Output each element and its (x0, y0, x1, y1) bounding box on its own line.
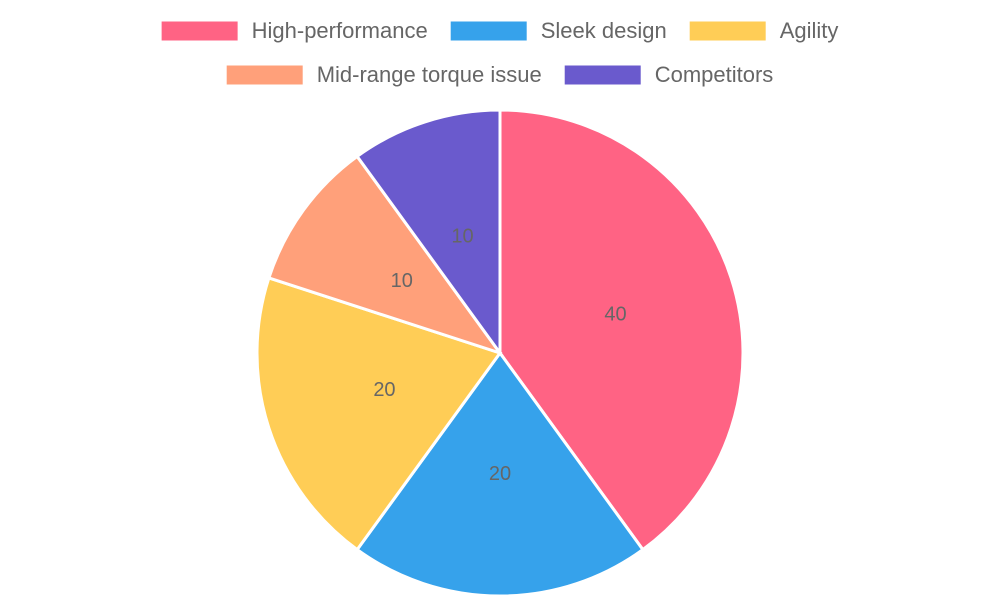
pie: 40 20 20 10 10 (255, 108, 745, 598)
legend: High-performance Sleek design Agility Mid-r… (161, 18, 839, 87)
pie-slice[interactable] (355, 350, 645, 598)
legend-swatch (450, 21, 527, 41)
legend-label: Sleek design (541, 18, 667, 43)
pie-slice[interactable] (267, 154, 504, 356)
legend-label: Mid-range torque issue (317, 62, 542, 87)
legend-swatch (161, 21, 238, 41)
legend-item[interactable]: Mid-range torque issue (226, 62, 542, 87)
legend-label: High-performance (252, 18, 428, 43)
data-label: 40 (604, 304, 626, 326)
data-label: 20 (373, 379, 395, 401)
pie-slice[interactable] (255, 276, 503, 552)
legend-item[interactable]: Agility (689, 18, 839, 43)
legend-item[interactable]: Competitors (564, 62, 774, 87)
legend-swatch (689, 21, 766, 41)
legend-item[interactable]: High-performance (161, 18, 428, 43)
legend-label: Competitors (655, 62, 774, 87)
data-label: 10 (451, 226, 473, 248)
data-label: 20 (489, 463, 511, 485)
pie-slice[interactable] (355, 108, 502, 358)
data-label: 10 (391, 270, 413, 292)
legend-swatch (564, 65, 641, 85)
pie-slice[interactable] (498, 108, 745, 552)
legend-swatch (226, 65, 303, 85)
legend-item[interactable]: Sleek design (450, 18, 667, 43)
legend-label: Agility (780, 18, 839, 43)
